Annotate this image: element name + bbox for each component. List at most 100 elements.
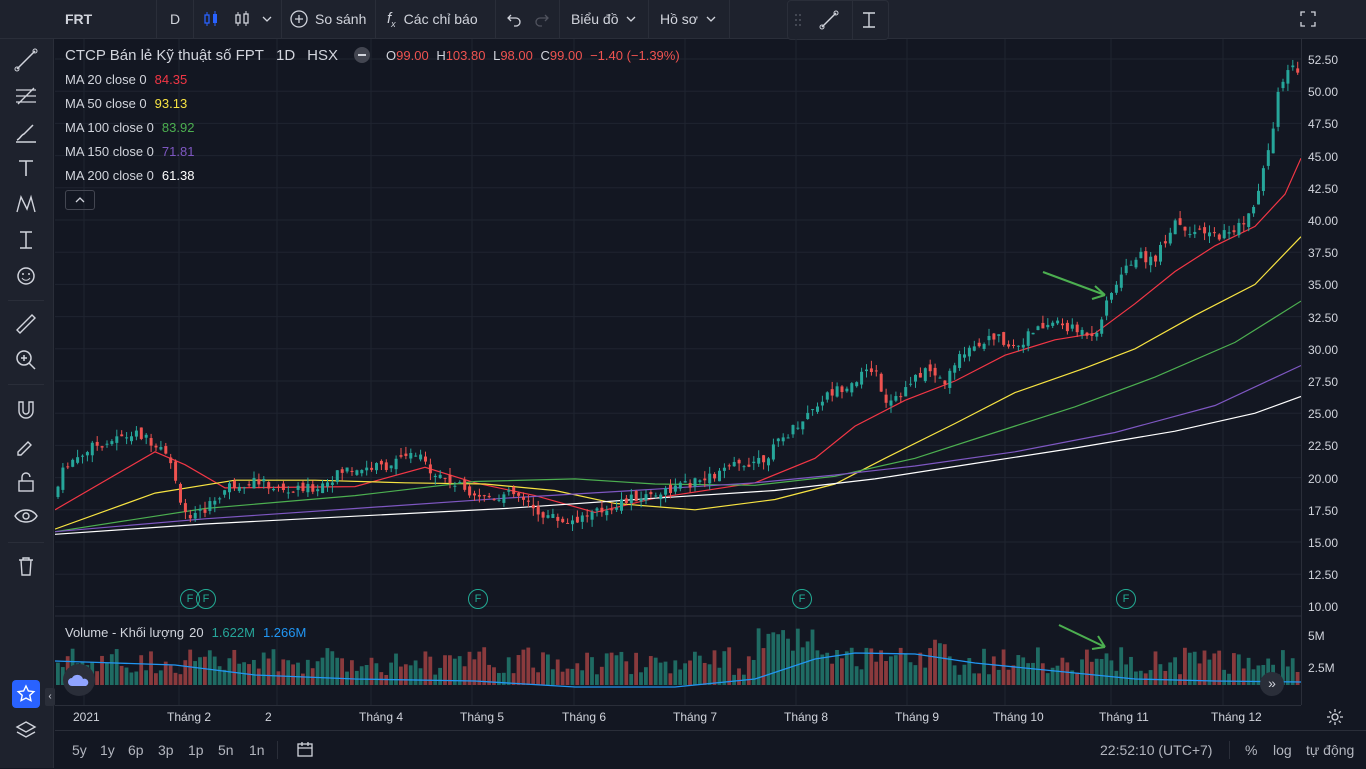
symbol-search[interactable]: FRT [65,0,92,38]
range-button-1n[interactable]: 1n [249,742,265,758]
trend-line-icon[interactable] [12,46,40,74]
range-button-3p[interactable]: 3p [158,742,174,758]
collapse-toolbar-button[interactable]: ‹ [45,688,55,706]
candle-body [585,515,589,517]
star-icon [16,684,36,702]
ruler-icon[interactable] [12,310,40,338]
layers-icon[interactable] [12,716,40,744]
volume-bar [732,674,736,685]
candle-body [389,465,393,469]
trash-icon[interactable] [12,552,40,580]
magnet-icon[interactable] [12,396,40,424]
fib-icon[interactable] [12,82,40,110]
tradingview-logo[interactable] [63,664,95,696]
arrow-drawing[interactable] [1058,624,1106,650]
candle-body [850,383,854,393]
volume-bar [1281,650,1285,685]
candle-body [1056,320,1060,324]
price-chart[interactable] [55,39,1301,705]
clock-timezone[interactable]: 22:52:10 (UTC+7) [1100,731,1212,769]
ma-legend-row[interactable]: MA 20 close 0 84.35 [65,69,187,89]
brush-icon[interactable] [12,118,40,146]
chart-menu-button[interactable]: Biểu đồ [571,0,636,38]
watchlist-star-button[interactable] [12,680,40,708]
candle-body [580,515,584,522]
compare-button[interactable]: So sánh [289,0,366,38]
ma-legend-row[interactable]: MA 50 close 0 93.13 [65,93,187,113]
volume-bar [374,663,379,685]
volume-bar [487,664,491,685]
volume-bar [624,661,629,685]
percent-scale-button[interactable]: % [1245,731,1257,769]
candle-body [330,482,334,485]
candle-body [1002,332,1006,345]
ma-legend-row[interactable]: MA 100 close 0 83.92 [65,117,194,137]
undo-icon[interactable] [506,11,522,27]
change-value: −1.40 (−1.39%) [590,47,680,63]
ma-legend-row[interactable]: MA 200 close 0 61.38 [65,165,194,185]
smile-icon[interactable] [12,262,40,290]
candle-body [1178,218,1182,225]
text-icon[interactable] [12,154,40,182]
range-button-5n[interactable]: 5n [218,742,234,758]
time-axis[interactable]: 2021 Tháng 2 2 Tháng 4 Tháng 5 Tháng 6 Tháng 7… [55,705,1301,731]
volume-bar [60,667,65,685]
indicators-button[interactable]: fx Các chỉ báo [387,0,478,38]
candle-body [399,455,403,457]
hide-legend-icon[interactable] [354,47,371,63]
bar-style-icon[interactable] [233,10,251,28]
earnings-marker[interactable]: F [1116,589,1136,609]
candle-body [571,520,574,525]
chevron-down-icon[interactable] [262,14,272,24]
trend-line-icon[interactable] [818,9,840,31]
candle-body [664,488,668,495]
candle-body [722,467,726,471]
symbol-label: FRT [65,11,93,27]
log-scale-button[interactable]: log [1273,731,1292,769]
candle-body [414,455,418,457]
price-axis[interactable]: 52.50 50.00 47.50 45.00 42.50 40.00 37.50 35.00… [1301,39,1366,705]
high-value: 103.80 [445,47,486,63]
eye-icon[interactable] [12,502,40,530]
ma-legend-row[interactable]: MA 150 close 0 71.81 [65,141,194,161]
lock-icon[interactable] [12,468,40,496]
earnings-marker[interactable]: F [792,589,812,609]
drag-handle-icon[interactable] [794,12,802,28]
fullscreen-icon[interactable] [1299,10,1317,28]
earnings-marker[interactable]: F [196,589,216,609]
time-tick-label: 2021 [73,710,100,724]
pattern-icon[interactable] [12,190,40,218]
candle-body [1114,284,1118,293]
profile-menu-button[interactable]: Hồ sơ [660,0,716,38]
volume-bar [1241,668,1246,685]
measure-icon[interactable] [858,9,880,31]
candle-body [1286,70,1290,84]
range-button-1p[interactable]: 1p [188,742,204,758]
volume-bar [452,658,457,685]
volume-bar [207,650,212,685]
collapse-legend-button[interactable] [65,190,95,210]
earnings-marker[interactable]: F [468,589,488,609]
lock-drawing-icon[interactable] [12,432,40,460]
range-button-6p[interactable]: 6p [128,742,144,758]
candle-body [130,436,133,442]
volume-bar [139,655,144,685]
volume-bar [438,667,442,685]
candle-style-icon[interactable] [202,10,220,28]
volume-bar [717,667,722,685]
zoom-icon[interactable] [12,346,40,374]
volume-bar [301,673,305,685]
redo-icon[interactable] [534,11,550,27]
candle-body [977,342,981,347]
interval-button[interactable]: D [170,0,180,38]
date-range-icon[interactable] [296,741,314,759]
auto-scale-button[interactable]: tự động [1306,731,1354,769]
measure-icon[interactable] [12,226,40,254]
volume-bar [585,652,589,685]
candle-body [1070,324,1074,329]
arrow-drawing[interactable] [1042,271,1106,300]
settings-gear-icon[interactable] [1326,708,1344,726]
range-button-5y[interactable]: 5y [72,742,87,758]
range-button-1y[interactable]: 1y [100,742,115,758]
scroll-to-realtime-button[interactable]: » [1260,672,1284,696]
